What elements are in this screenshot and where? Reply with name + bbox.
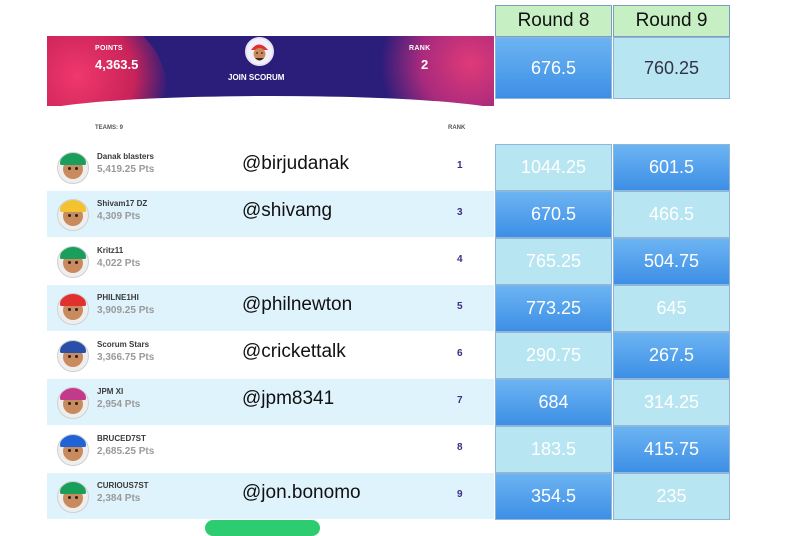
banner-curve [47,96,494,106]
user-handle: @jon.bonomo [242,482,361,503]
round-8-score: 773.25 [495,285,612,332]
team-avatar [57,387,89,419]
points-label: POINTS [95,45,123,52]
user-handle: @jpm8341 [242,388,335,409]
round-8-score: 290.75 [495,332,612,379]
round-9-score: 267.5 [613,332,730,379]
avatar-icon [247,39,272,64]
round-9-score: 415.75 [613,426,730,473]
team-points: 5,419.25 Pts [97,164,155,175]
user-avatar[interactable] [245,37,274,66]
round-8-score: 765.25 [495,238,612,285]
points-value: 4,363.5 [95,57,139,72]
round-9-score: 601.5 [613,144,730,191]
round-9-score: 645 [613,285,730,332]
round-9-top-cell: 760.25 [613,37,730,99]
team-rank: 8 [457,442,463,453]
rank-label: RANK [409,45,431,52]
user-handle: @crickettalk [242,341,346,362]
team-name: Danak blasters [97,152,154,161]
banner-decoration [377,36,494,106]
team-points: 4,022 Pts [97,258,141,269]
join-scorum-button[interactable]: JOIN SCORUM [228,73,285,82]
team-avatar [57,434,89,466]
team-name: CURIOUS7ST [97,481,149,490]
round-8-score: 670.5 [495,191,612,238]
team-name: BRUCED7ST [97,434,146,443]
round-9-score: 235 [613,473,730,520]
team-row[interactable]: Scorum Stars 3,366.75 Pts @crickettalk 6 [47,332,494,378]
team-row[interactable]: Danak blasters 5,419.25 Pts @birjudanak 1 [47,144,494,190]
team-row[interactable]: JPM XI 2,954 Pts @jpm8341 7 [47,379,494,425]
team-rank: 5 [457,301,463,312]
round-8-score: 684 [495,379,612,426]
team-points: 3,909.25 Pts [97,305,155,316]
team-avatar [57,340,89,372]
team-points: 2,384 Pts [97,493,141,504]
team-points: 2,685.25 Pts [97,446,155,457]
team-row[interactable]: Shivam17 DZ 4,309 Pts @shivamg 3 [47,191,494,237]
team-avatar [57,246,89,278]
team-points: 3,366.75 Pts [97,352,155,363]
rank-value: 2 [421,57,429,72]
round-8-score: 354.5 [495,473,612,520]
user-handle: @philnewton [242,294,353,315]
team-row[interactable]: PHILNE1HI 3,909.25 Pts @philnewton 5 [47,285,494,331]
team-rank: 9 [457,489,463,500]
teams-count-label: TEAMS: 9 [95,125,124,131]
team-name: Shivam17 DZ [97,199,148,208]
round-8-header: Round 8 [495,5,612,37]
round-8-score: 1044.25 [495,144,612,191]
round-9-header: Round 9 [613,5,730,37]
team-points: 4,309 Pts [97,211,141,222]
team-name: PHILNE1HI [97,293,139,302]
scorum-header-banner: POINTS 4,363.5 JOIN SCORUM RANK 2 [47,36,494,106]
team-rank: 3 [457,207,463,218]
team-avatar [57,293,89,325]
team-name: Kritz11 [97,246,124,255]
round-8-score: 183.5 [495,426,612,473]
round-8-top-cell: 676.5 [495,37,612,99]
round-9-score: 504.75 [613,238,730,285]
team-avatar [57,481,89,513]
team-rank: 4 [457,254,463,265]
rank-column-label: RANK [448,125,466,131]
bottom-button[interactable] [205,520,320,536]
team-name: JPM XI [97,387,124,396]
user-handle: @shivamg [242,200,333,221]
team-avatar [57,152,89,184]
team-points: 2,954 Pts [97,399,141,410]
round-9-score: 314.25 [613,379,730,426]
team-rank: 1 [457,160,463,171]
team-avatar [57,199,89,231]
team-name: Scorum Stars [97,340,150,349]
round-9-score: 466.5 [613,191,730,238]
team-rank: 6 [457,348,463,359]
team-rank: 7 [457,395,463,406]
team-row[interactable]: BRUCED7ST 2,685.25 Pts 8 [47,426,494,472]
team-row[interactable]: Kritz11 4,022 Pts 4 [47,238,494,284]
banner-decoration [47,36,167,106]
user-handle: @birjudanak [242,153,349,174]
team-row[interactable]: CURIOUS7ST 2,384 Pts @jon.bonomo 9 [47,473,494,519]
